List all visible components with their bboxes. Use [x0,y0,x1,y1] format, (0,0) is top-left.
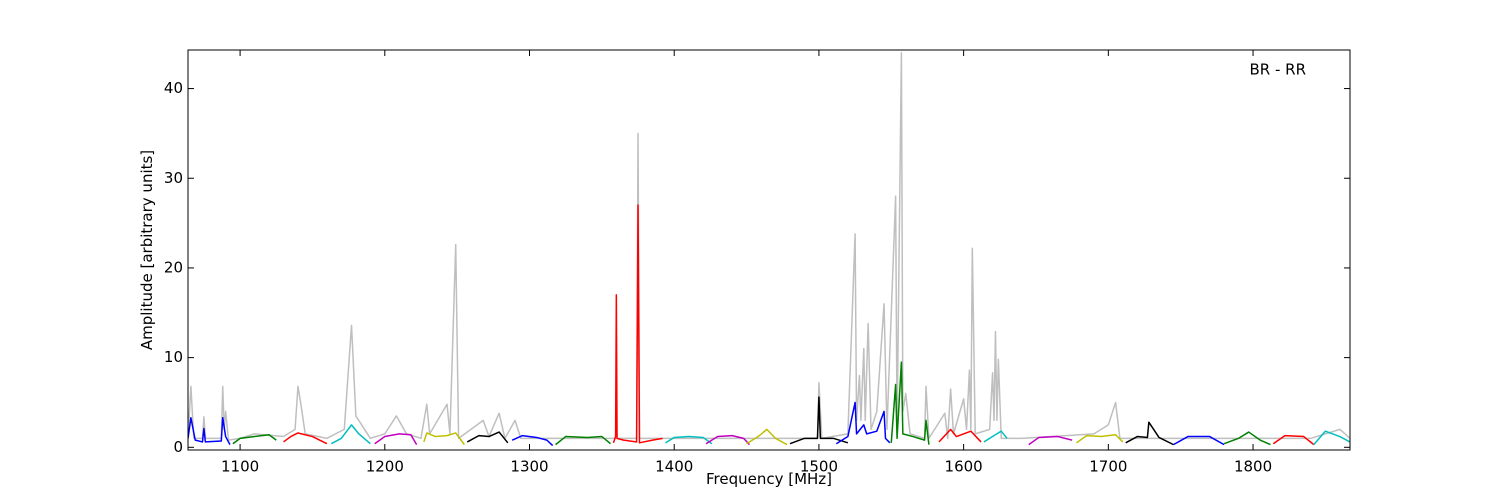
series-line [1125,421,1174,446]
x-tick-label: 1600 [945,458,983,476]
x-axis-label: Frequency [MHz] [706,470,832,488]
series-line [1272,434,1315,446]
series-line [466,431,509,444]
x-tick-label: 1500 [800,458,838,476]
series-line [330,424,371,445]
x-tick-label: 1300 [510,458,548,476]
series-line [938,428,982,443]
series-line [555,435,612,446]
series-line [232,434,277,445]
series-line [1028,435,1073,446]
series-line [1173,435,1225,446]
series-line [511,434,554,447]
series-line [705,434,751,446]
y-tick-label: 30 [164,169,183,187]
series-line [1076,434,1124,444]
series-line [1313,430,1350,446]
series-line [665,435,713,445]
y-axis-label: Amplitude [arbitrary units] [138,150,156,350]
y-tick-label: 0 [173,438,183,456]
series-line [1223,431,1271,446]
series-line [374,433,418,445]
x-tick-label: 1400 [655,458,693,476]
series-line [789,396,849,445]
series-line [983,430,1008,443]
plot-frame [187,49,1351,451]
series-line [612,204,663,444]
x-tick-label: 1100 [221,458,259,476]
x-tick-label: 1700 [1089,458,1127,476]
y-tick-label: 20 [164,258,183,276]
series-line [188,51,1350,441]
y-tick-label: 10 [164,348,183,366]
series-line [835,401,891,445]
series-line [283,432,328,445]
y-tick-label: 40 [164,79,183,97]
series-line [188,416,231,445]
series-line [746,428,788,446]
x-tick-label: 1200 [366,458,404,476]
annotation: BR - RR [1249,61,1306,79]
x-tick-label: 1800 [1234,458,1272,476]
series-line [423,432,465,446]
series-line [890,361,930,445]
